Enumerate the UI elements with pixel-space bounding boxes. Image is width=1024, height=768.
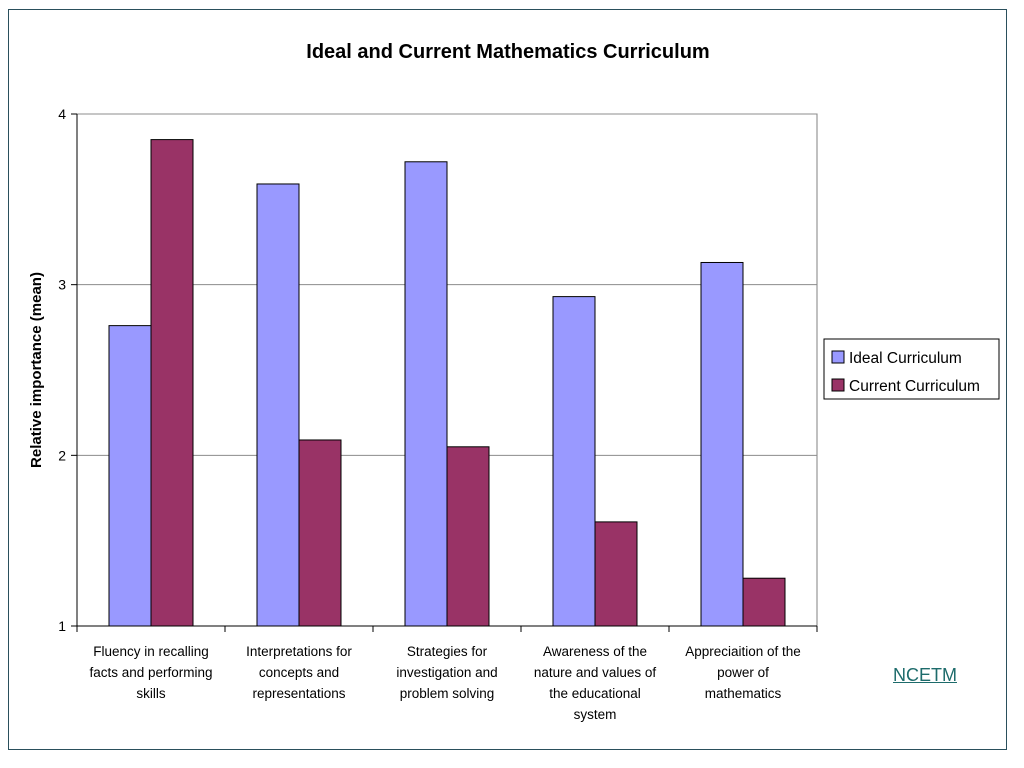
bar-ideal: [552, 296, 596, 627]
x-category-label: Strategies for investigation and problem s…: [396, 644, 497, 701]
chart-title: Ideal and Current Mathematics Curriculum: [306, 41, 709, 63]
bar-current: [298, 439, 342, 627]
legend-swatch: [831, 350, 845, 364]
bar-ideal: [700, 261, 744, 627]
bar-ideal: [404, 161, 448, 627]
y-tick-label: 1: [58, 618, 66, 634]
bar-ideal: [256, 183, 300, 627]
legend-label: Ideal Curriculum: [849, 350, 962, 367]
bar-ideal: [108, 325, 152, 627]
y-tick-label: 4: [58, 106, 66, 122]
bar-current: [594, 521, 638, 627]
legend-label: Current Curriculum: [849, 378, 980, 395]
x-category-label: Fluency in recalling facts and performing…: [89, 644, 212, 701]
bar-current: [150, 139, 194, 627]
legend-swatch: [831, 378, 845, 392]
y-tick-label: 2: [58, 447, 66, 463]
legend-box: [823, 338, 1000, 400]
y-tick-label: 3: [58, 277, 66, 293]
bar-current: [446, 446, 490, 627]
y-axis-title: Relative importance (mean): [28, 272, 45, 468]
ncetm-link[interactable]: NCETM: [893, 665, 957, 685]
bar-current: [742, 577, 786, 627]
plot-area: 1 2 3 4 Fluency in recalling facts and perfor…: [58, 106, 818, 722]
legend: Ideal Curriculum Current Curriculum: [823, 338, 1000, 400]
x-category-label: Awareness of the nature and values of the …: [534, 644, 657, 722]
x-category-label: Interpretations for concepts and represent…: [246, 644, 352, 701]
x-category-label: Appreciaition of the power of mathematics: [685, 644, 801, 701]
